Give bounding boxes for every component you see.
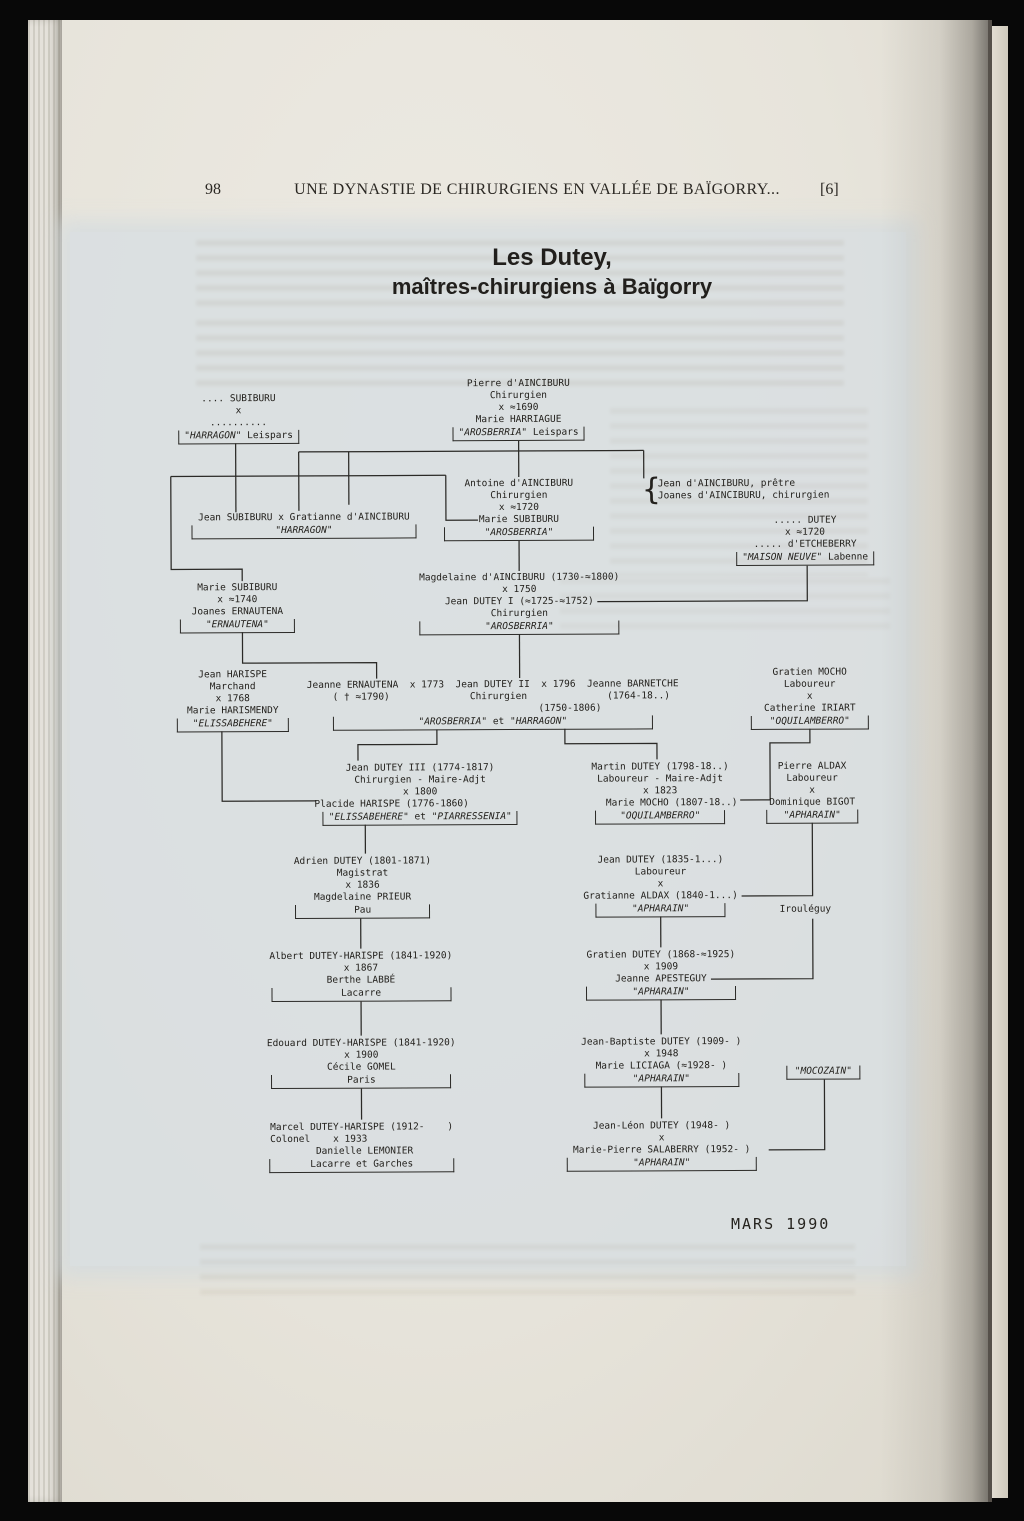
next-page-edge (992, 26, 1008, 1498)
house-box-jean-dutey-iii: "ELISSABEHERE" et "PIARRESSENIA" (322, 810, 518, 826)
house-box-mocozain-house: "MOCOZAIN" (786, 1065, 861, 1080)
chart-title: Les Dutey, maîtres-chirurgiens à Baïgorr… (392, 243, 712, 301)
tree-node-gratien-mocho: Gratien MOCHO Laboureur x Catherine IRIART "… (750, 666, 869, 730)
tree-node-pierre-aldax: Pierre ALDAX Laboureur x Dominique BIGOT "AP… (766, 760, 859, 824)
verso-bleed-through (196, 320, 844, 388)
tree-node-mocozain-house: "MOCOZAIN" (786, 1064, 861, 1080)
house-box-pierre-ainciburu: "AROSBERRIA" Leispars (452, 426, 585, 441)
house-box-magdelaine-ainciburu: "AROSBERRIA" (419, 620, 620, 635)
chart-panel-background (70, 232, 906, 1266)
verso-bleed-through (610, 408, 868, 576)
chart-title-line1: Les Dutey, (492, 244, 612, 271)
tree-node-adrien-dutey: Adrien DUTEY (1801-1871) Magistrat x 1836 M… (294, 855, 432, 919)
tree-node-jean-baptiste-dutey: Jean-Baptiste DUTEY (1909- ) x 1948 Marie … (581, 1036, 741, 1088)
chart-date: MARS 1990 (731, 1215, 831, 1233)
chart-title-line2: maîtres-chirurgiens à Baïgorry (391, 274, 713, 299)
running-title: UNE DYNASTIE DE CHIRURGIENS EN VALLÉE DE… (294, 181, 780, 198)
binding-gutter (28, 20, 62, 1502)
house-box-marie-subiburu: "ERNAUTENA" (179, 618, 295, 633)
house-box-gratien-dutey: "APHARAIN" (585, 986, 737, 1001)
tree-node-jean-dutey-ii-couple: Jeanne ERNAUTENA x 1773 Jean DUTEY II x … (307, 678, 679, 731)
issue-number: [6] (820, 181, 839, 198)
tree-node-edouard-dutey-harispe: Edouard DUTEY-HARISPE (1841-1920) x 1900 C… (267, 1037, 456, 1089)
tree-node-subiburu-couple: .... SUBIBURU x.......... "HARRAGON" Leisp… (178, 393, 299, 444)
house-box-edouard-dutey-harispe: Paris (271, 1074, 452, 1089)
tree-node-magdelaine-ainciburu: Magdelaine d'AINCIBURU (1730-≈1800) x 175… (419, 572, 620, 635)
family-brace: { (641, 472, 661, 508)
house-box-adrien-dutey: Pau (295, 904, 431, 919)
house-box-jean-dutey-1835: "APHARAIN" (595, 903, 726, 918)
house-box-gratien-mocho: "OQUILAMBERRO" (750, 715, 869, 730)
page-number: 98 (205, 181, 221, 198)
page-crease (988, 20, 992, 1502)
tree-node-martin-dutey: Martin DUTEY (1798-18..) Laboureur - Mai… (583, 761, 738, 825)
tree-node-jean-leon-dutey: Jean-Léon DUTEY (1948- ) x Marie-Pierre SA… (566, 1120, 757, 1172)
verso-bleed-through (196, 240, 844, 314)
tree-node-jean-pretre: Jean d'AINCIBURU, prêtre Joanes d'AINCIBU… (657, 477, 830, 502)
house-box-jean-harispe: "ELISSABEHERE" (176, 717, 289, 732)
tree-node-antoine-ainciburu: Antoine d'AINCIBURU Chirurgien x ≈1720 Mari… (443, 478, 595, 541)
tree-node-gratien-dutey: Gratien DUTEY (1868-≈1925) x 1909 Jeanne A… (585, 949, 737, 1001)
tree-node-jean-dutey-1835: Jean DUTEY (1835-1...) Laboureur x Gratiann… (583, 854, 738, 918)
irouleguy-label: Irouléguy (779, 903, 832, 915)
tree-node-jean-harispe: Jean HARISPE Marchand x 1768 Marie HARISMEN… (176, 669, 289, 732)
house-box-jean-leon-dutey: "APHARAIN" (566, 1156, 757, 1172)
house-box-jean-subiburu-couple: "HARRAGON" (191, 524, 417, 539)
house-box-jean-baptiste-dutey: "APHARAIN" (583, 1073, 739, 1088)
house-box-martin-dutey: "OQUILAMBERRO" (595, 810, 726, 825)
house-box-marcel-dutey-harispe: Lacarre et Garches (269, 1158, 455, 1173)
tree-node-marcel-dutey-harispe: Marcel DUTEY-HARISPE (1912- ) Colonel x … (269, 1121, 455, 1173)
page-edge-shadow (880, 20, 988, 1502)
tree-node-marie-subiburu: Marie SUBIBURU x ≈1740 Joanes ERNAUTENA "ER… (179, 582, 295, 633)
tree-node-jean-subiburu-couple: Jean SUBIBURU x Gratianne d'AINCIBURU "HA… (191, 511, 417, 539)
house-box-albert-dutey-harispe: Lacarre (270, 987, 452, 1002)
tree-node-jean-dutey-iii: Jean DUTEY III (1774-1817) Chirurgien - … (314, 762, 526, 826)
house-box-dutey-etcheberry: "MAISON NEUVE" Labenne (736, 551, 875, 566)
house-box-subiburu-couple: "HARRAGON" Leispars (178, 429, 299, 444)
verso-bleed-through (200, 1244, 855, 1300)
verso-bleed-through (560, 578, 890, 636)
house-box-antoine-ainciburu: "AROSBERRIA" (443, 526, 595, 541)
house-box-pierre-aldax: "APHARAIN" (766, 809, 859, 824)
house-box-jean-dutey-ii-couple: "AROSBERRIA" et "HARRAGON" (332, 715, 653, 731)
tree-node-dutey-etcheberry: ..... DUTEY x ≈1720..... d'ETCHEBERRY "MAI… (736, 514, 875, 566)
tree-node-albert-dutey-harispe: Albert DUTEY-HARISPE (1841-1920) x 1867 Be… (269, 950, 452, 1002)
tree-node-pierre-ainciburu: Pierre d'AINCIBURU Chirurgien x ≈1690 Marie… (452, 378, 585, 441)
